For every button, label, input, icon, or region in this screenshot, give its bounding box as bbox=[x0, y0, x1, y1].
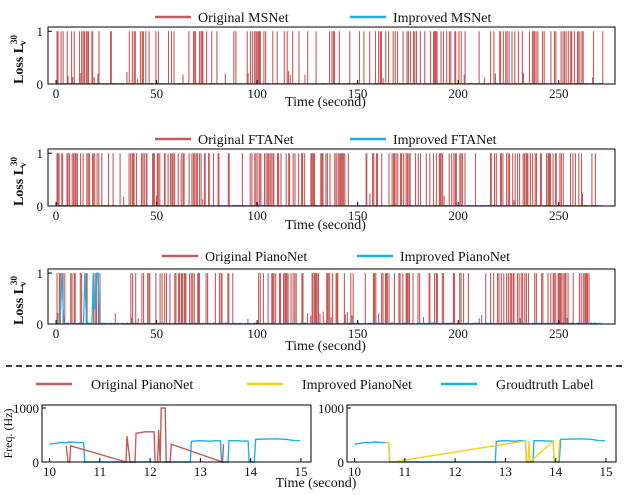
x-tick-label: 150 bbox=[348, 208, 368, 223]
y-tick-label: 0 bbox=[37, 77, 44, 92]
x-tick-label: 14 bbox=[244, 464, 258, 479]
x-tick-label: 200 bbox=[448, 208, 468, 223]
y-tick-label: 1 bbox=[37, 24, 44, 39]
legend-label-original: Original FTANet bbox=[198, 133, 294, 148]
y-tick-label: 1000 bbox=[13, 401, 39, 416]
x-tick-label: 10 bbox=[348, 464, 361, 479]
x-tick-label: 13 bbox=[194, 464, 207, 479]
y-tick-label: 0 bbox=[37, 199, 44, 214]
legend-label: Original PianoNet bbox=[91, 378, 193, 393]
series-improved bbox=[55, 272, 603, 326]
plot-frame bbox=[47, 26, 616, 85]
x-tick-label: 200 bbox=[448, 326, 468, 341]
series-groudtruth-label bbox=[49, 438, 300, 463]
x-tick-label: 200 bbox=[448, 86, 468, 101]
pitch-chart-2: 10 11 12 13 14 15 0 1000 bbox=[318, 401, 617, 479]
y-axis-label: Loss L30v bbox=[9, 156, 28, 206]
x-tick-label: 15 bbox=[294, 464, 307, 479]
series-groudtruth-label bbox=[354, 438, 605, 463]
series-original bbox=[56, 273, 603, 325]
x-tick-label: 250 bbox=[549, 208, 569, 223]
x-tick-label: 0 bbox=[53, 86, 60, 101]
pitch-legend: Original PianoNet Improved PianoNet Groudt… bbox=[36, 378, 594, 393]
x-tick-label: 10 bbox=[43, 464, 56, 479]
plot-frame bbox=[47, 268, 616, 325]
x-tick-label: 13 bbox=[499, 464, 512, 479]
y-axis-label: Freq. (Hz) bbox=[1, 409, 15, 459]
x-tick-label: 14 bbox=[549, 464, 563, 479]
x-tick-label: 250 bbox=[549, 326, 569, 341]
y-axis-label: Loss L30v bbox=[9, 275, 28, 325]
x-tick-label: 150 bbox=[348, 326, 368, 341]
pitch-x-axis-label: Time (second) bbox=[276, 476, 357, 491]
legend-label-original: Original MSNet bbox=[198, 11, 289, 26]
series-original bbox=[56, 153, 603, 207]
x-tick-label: 12 bbox=[449, 464, 462, 479]
series-original-pianonet bbox=[65, 407, 225, 463]
loss-chart-1: Original MSNet Improved MSNet 0 50 100 150 200… bbox=[9, 11, 616, 110]
y-tick-label: 1 bbox=[37, 266, 44, 281]
legend-label-original: Original PianoNet bbox=[205, 250, 307, 265]
x-tick-label: 100 bbox=[247, 86, 267, 101]
plot-frame bbox=[346, 404, 617, 463]
x-tick-label: 11 bbox=[94, 464, 107, 479]
x-tick-label: 150 bbox=[348, 86, 368, 101]
x-tick-label: 0 bbox=[53, 326, 60, 341]
legend-label: Groudtruth Label bbox=[496, 378, 594, 393]
loss-chart-3: Original PianoNet Improved PianoNet 0 50 100… bbox=[9, 250, 616, 354]
y-tick-label: 0 bbox=[33, 455, 40, 470]
y-tick-label: 1 bbox=[37, 146, 44, 161]
x-tick-label: 100 bbox=[247, 208, 267, 223]
y-tick-label: 0 bbox=[37, 317, 44, 332]
x-tick-label: 12 bbox=[144, 464, 157, 479]
x-tick-label: 100 bbox=[247, 326, 267, 341]
plot-frame bbox=[47, 148, 616, 207]
loss-chart-2: Original FTANet Improved FTANet 0 50 100 150 2… bbox=[9, 133, 616, 233]
x-tick-label: 0 bbox=[53, 208, 60, 223]
plot-frame bbox=[41, 404, 312, 463]
y-tick-label: 0 bbox=[338, 455, 345, 470]
x-tick-label: 50 bbox=[150, 326, 163, 341]
x-tick-label: 50 bbox=[150, 86, 163, 101]
x-axis-label: Time (second) bbox=[285, 95, 366, 110]
x-tick-label: 11 bbox=[399, 464, 412, 479]
x-tick-label: 15 bbox=[599, 464, 612, 479]
legend-label-improved: Improved MSNet bbox=[393, 11, 491, 26]
legend-label-improved: Improved PianoNet bbox=[400, 250, 510, 265]
series-original bbox=[56, 31, 604, 85]
y-axis-label: Loss L30v bbox=[9, 34, 28, 84]
x-axis-label: Time (second) bbox=[285, 339, 366, 354]
legend-label-improved: Improved FTANet bbox=[393, 133, 497, 148]
y-tick-label: 1000 bbox=[318, 401, 344, 416]
legend-label: Improved PianoNet bbox=[302, 378, 412, 393]
x-axis-label: Time (second) bbox=[285, 218, 366, 233]
x-tick-label: 250 bbox=[549, 86, 569, 101]
x-tick-label: 50 bbox=[150, 208, 163, 223]
